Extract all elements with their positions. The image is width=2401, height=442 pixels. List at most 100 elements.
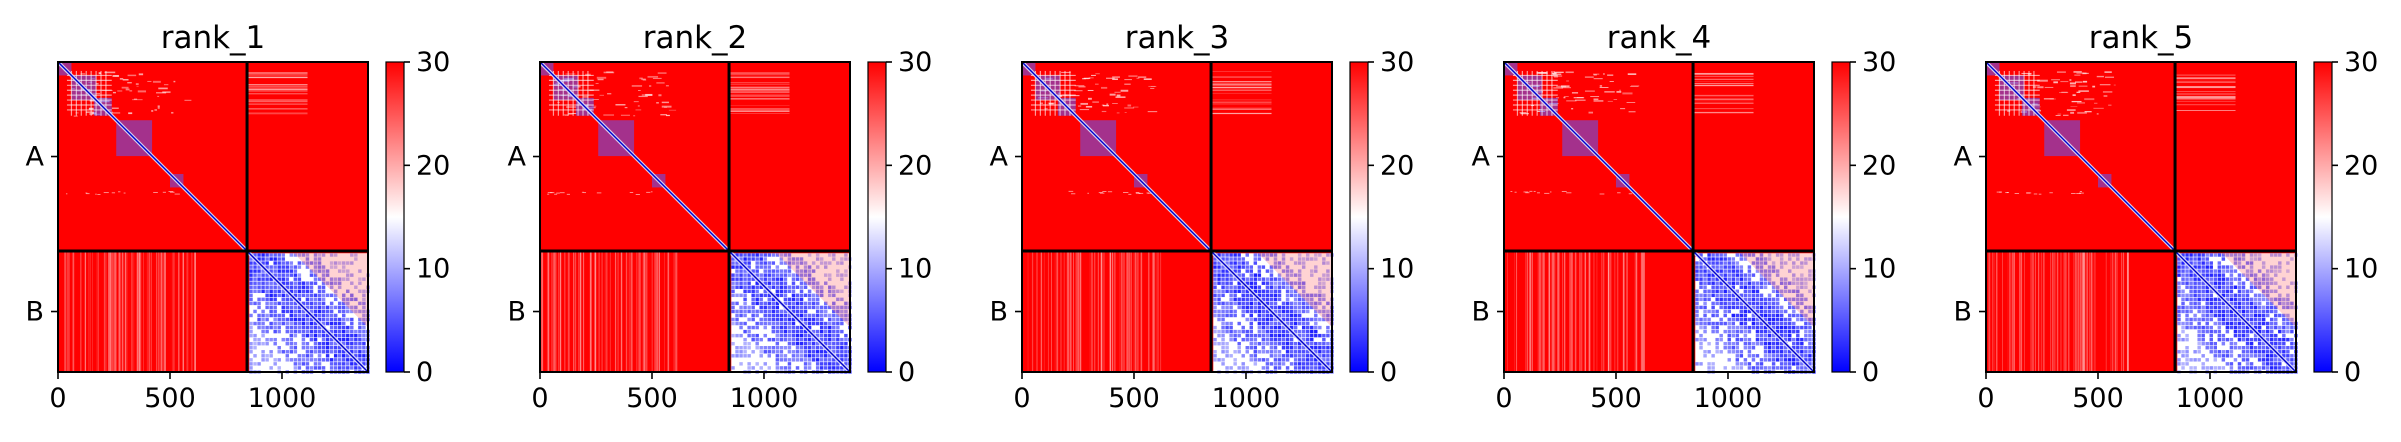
heatmap-streak (1090, 251, 1091, 372)
heatmap-cell (2238, 294, 2241, 297)
colorbar (386, 62, 404, 372)
heatmap-streak (1553, 251, 1554, 372)
heatmap-cell (735, 354, 738, 357)
heatmap-cell (2201, 269, 2204, 272)
heatmap-cell (764, 294, 767, 297)
heatmap-cell (2274, 318, 2277, 321)
heatmap-cell (346, 310, 349, 313)
heatmap-cell (2282, 346, 2285, 349)
heatmap-cell (1217, 302, 1220, 305)
heatmap-cell (338, 362, 341, 365)
heatmap-cell (764, 273, 767, 276)
heatmap-cell (2254, 302, 2257, 305)
heatmap-cell (1290, 342, 1293, 345)
heatmap-cell (1808, 354, 1811, 357)
heatmap-cell (278, 294, 281, 297)
heatmap-patch (1553, 87, 1563, 89)
heatmap-cell (2250, 306, 2253, 309)
heatmap-cell (2226, 326, 2229, 329)
heatmap-cell (739, 277, 742, 280)
heatmap-cell (1225, 326, 1228, 329)
heatmap-cell (1294, 294, 1297, 297)
heatmap-cell (1748, 294, 1751, 297)
heatmap-cell (1286, 342, 1289, 345)
heatmap-cell (2242, 354, 2245, 357)
heatmap-cell (1306, 306, 1309, 309)
heatmap-cell (318, 306, 321, 309)
heatmap-cell (314, 346, 317, 349)
heatmap-cell (1242, 257, 1245, 260)
heatmap-cell (743, 354, 746, 357)
heatmap-cell (306, 282, 309, 285)
heatmap-cell (1715, 342, 1718, 345)
heatmap-cell (318, 290, 321, 293)
heatmap-cell (2181, 310, 2184, 313)
heatmap-cell (776, 322, 779, 325)
heatmap-cell (739, 294, 742, 297)
heatmap-patch (136, 86, 138, 87)
heatmap-cell (306, 322, 309, 325)
heatmap-streak (68, 251, 69, 372)
heatmap-cell (2250, 346, 2253, 349)
heatmap-cell (2206, 318, 2209, 321)
heatmap-cell (1314, 346, 1317, 349)
heatmap-streak (247, 112, 307, 113)
heatmap-cell (1266, 318, 1269, 321)
heatmap-cell (824, 306, 827, 309)
heatmap-cell (804, 366, 807, 369)
heatmap-cell (836, 350, 839, 353)
heatmap-streak (1094, 251, 1095, 372)
heatmap-cell (257, 306, 260, 309)
heatmap-cell (1258, 310, 1261, 313)
heatmap-streak (156, 251, 157, 372)
heatmap-cell (1286, 358, 1289, 361)
heatmap-cell (743, 298, 746, 301)
heatmap-cell (780, 269, 783, 272)
heatmap-cell (2250, 354, 2253, 357)
heatmap-cell (322, 314, 325, 317)
heatmap-patch (1099, 192, 1103, 193)
heatmap-streak (2175, 87, 2235, 88)
heatmap-cell (1784, 366, 1787, 369)
heatmap-cell (2201, 286, 2204, 289)
heatmap-cell (1314, 334, 1317, 337)
heatmap-patch (1084, 78, 1090, 79)
heatmap-cell (792, 354, 795, 357)
heatmap-cell (2181, 277, 2184, 280)
heatmap-cell (249, 350, 252, 353)
heatmap-cell (1776, 318, 1779, 321)
heatmap-streak (1589, 251, 1590, 372)
heatmap-cell (739, 334, 742, 337)
heatmap-cell (1740, 362, 1743, 365)
heatmap-streak (618, 251, 619, 372)
heatmap-cell (253, 290, 256, 293)
heatmap-streak (601, 251, 602, 372)
heatmap-streak (186, 251, 187, 372)
heatmap-cell (318, 346, 321, 349)
heatmap-cell (1776, 298, 1779, 301)
heatmap-cell (816, 310, 819, 313)
heatmap-streak (120, 251, 121, 372)
heatmap-cell (751, 326, 754, 329)
heatmap-cell (306, 318, 309, 321)
heatmap-cell (1237, 306, 1240, 309)
heatmap-patch (1139, 193, 1144, 194)
colorbar-tick-label: 0 (898, 357, 915, 388)
heatmap-cell (1266, 326, 1269, 329)
heatmap-cell (755, 298, 758, 301)
heatmap-cell (1290, 322, 1293, 325)
heatmap-cell (800, 334, 803, 337)
heatmap-cell (1740, 277, 1743, 280)
heatmap-cell (2238, 322, 2241, 325)
heatmap-cell (1286, 338, 1289, 341)
heatmap-cell (1242, 261, 1245, 264)
heatmap-cell (278, 318, 281, 321)
heatmap-cell (310, 366, 313, 369)
heatmap-streak (247, 86, 307, 87)
heatmap-cell (2222, 334, 2225, 337)
heatmap-cell (1703, 350, 1706, 353)
heatmap-streak (578, 251, 579, 372)
heatmap-cell (318, 314, 321, 317)
heatmap-cell (1278, 310, 1281, 313)
heatmap-cell (1278, 290, 1281, 293)
